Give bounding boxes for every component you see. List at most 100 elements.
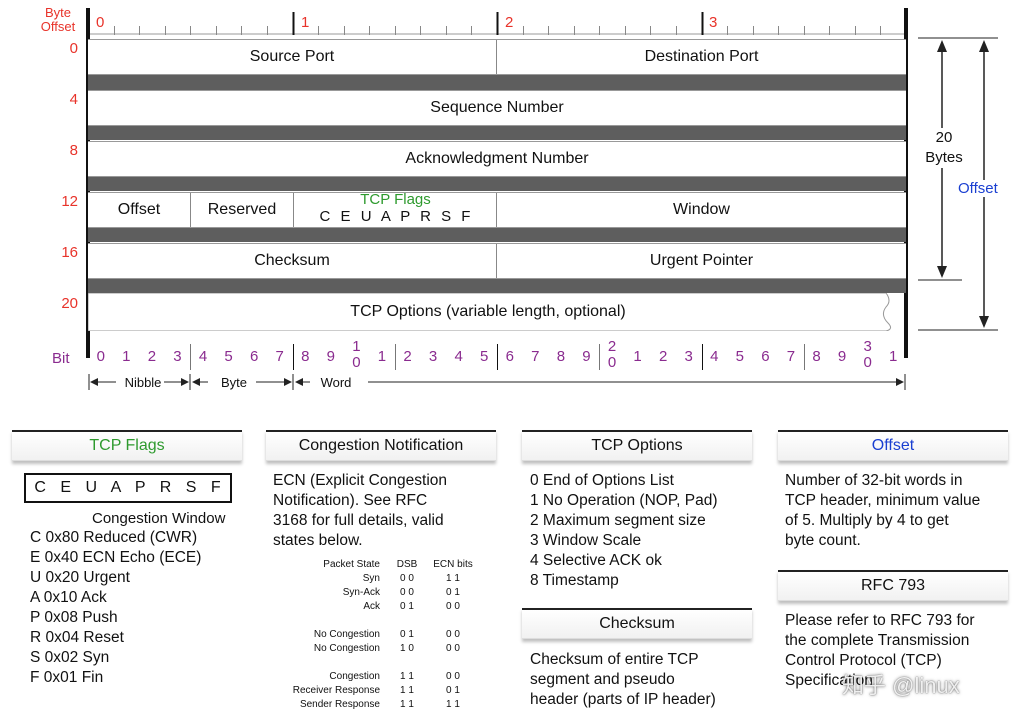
ecn-table-cell: Congestion [329, 671, 380, 682]
row-checksum: Checksum Urgent Pointer [88, 243, 906, 279]
ecn-table-cell: Sender Response [299, 699, 380, 710]
bit-divider [702, 344, 703, 370]
bit-number: 5 [735, 348, 745, 365]
row-offset-0: 0 [69, 40, 78, 57]
flag-cwr: C 0x80 Reduced (CWR) [30, 529, 198, 546]
bit-number: 3 [428, 348, 438, 365]
window-field: Window [673, 201, 730, 218]
checksum-panel-header: Checksum [522, 608, 752, 639]
bit-number: 1 [122, 348, 131, 365]
bit-number: 8 [556, 348, 566, 365]
rfc-panel-header: RFC 793 [778, 570, 1008, 601]
ecn-table-cell: No Congestion [313, 643, 380, 654]
bit-divider [395, 344, 396, 370]
byte-ruler-svg [87, 12, 908, 35]
bit-divider [599, 344, 600, 370]
bit-label: Bit [52, 350, 70, 367]
congestion-line: ECN (Explicit Congestion [273, 472, 448, 489]
offset-line: of 5. Multiply by 4 to get [785, 512, 949, 529]
checksum-field: Checksum [254, 252, 330, 269]
flags-letters-text: C E U A P R S F [34, 479, 222, 496]
row-offset-16: 16 [61, 244, 78, 261]
byte-mark-0: 0 [96, 14, 105, 31]
bytes-number: 20 [935, 129, 953, 146]
word-label: Word [320, 375, 352, 390]
ecn-table-header: Packet State [323, 559, 380, 570]
row-separator [88, 277, 906, 293]
field-divider [190, 193, 191, 227]
bit-divider [293, 344, 294, 370]
bit-number: 6 [249, 348, 259, 365]
ecn-table-header: DSB [396, 559, 418, 570]
row-offset-8: 8 [69, 142, 78, 159]
unit-scale [88, 374, 906, 390]
bit-tens-digit: 2 [607, 338, 617, 355]
byte-mark-1: 1 [301, 14, 310, 31]
bit-number: 9 [837, 348, 847, 365]
twenty-bytes-label: 20 Bytes [924, 128, 964, 168]
row-sequence: Sequence Number [88, 90, 906, 126]
flag-fin: F 0x01 Fin [30, 669, 104, 686]
congestion-window-label: Congestion Window [92, 510, 226, 527]
ecn-table-cell: Syn [362, 573, 380, 584]
bit-number: 1 [377, 348, 387, 365]
acknowledgment-number-field: Acknowledgment Number [405, 150, 589, 167]
destination-port-field: Destination Port [644, 48, 759, 65]
bit-ones-digit: 0 [863, 354, 872, 371]
bit-number: 8 [812, 348, 821, 365]
tcp-flags-panel-header: TCP Flags [12, 430, 242, 461]
congestion-panel-header: Congestion Notification [266, 430, 496, 461]
options-torn-shape [88, 293, 892, 331]
rfc-description: Please refer to RFC 793 for the complete… [785, 611, 975, 691]
byte-unit-label: Byte [220, 375, 247, 390]
offset-annotation: Offset [957, 180, 999, 197]
bit-number: 4 [710, 348, 719, 365]
flags-list: C 0x80 Reduced (CWR) E 0x40 ECN Echo (EC… [30, 528, 201, 688]
rfc-line: Control Protocol (TCP) [785, 652, 942, 669]
byte-ruler [87, 8, 908, 36]
field-divider [496, 40, 497, 74]
rfc-line: Please refer to RFC 793 for [785, 612, 975, 629]
flag-ece: E 0x40 ECN Echo (ECE) [30, 549, 202, 566]
flag-ack: A 0x10 Ack [30, 589, 107, 606]
field-divider [496, 193, 497, 227]
field-divider [496, 244, 497, 278]
byte-mark-3: 3 [709, 14, 718, 31]
bit-number: 1 [633, 348, 642, 365]
row-offset-12: 12 [61, 193, 78, 210]
ecn-table-cell: 0 1 [446, 685, 460, 696]
ecn-table-cell: 1 1 [400, 699, 414, 710]
bit-tens-digit: 3 [863, 338, 872, 355]
checksum-line: Checksum of entire TCP [530, 651, 699, 668]
ecn-table-cell: Syn-Ack [342, 587, 380, 598]
ecn-table-cell: 0 0 [446, 671, 460, 682]
row-separator [88, 226, 906, 242]
bit-number: 6 [505, 348, 514, 365]
ecn-table-cell: Ack [363, 601, 380, 612]
bit-number: 5 [480, 348, 489, 365]
bytes-word: Bytes [925, 149, 963, 166]
byte-offset-label: Byte Offset [38, 6, 78, 34]
ecn-table-header: ECN bits [433, 559, 473, 570]
urgent-pointer-field: Urgent Pointer [649, 252, 754, 269]
checksum-line: segment and pseudo [530, 671, 675, 688]
ecn-table-cell: 0 0 [400, 587, 414, 598]
ecn-table-cell: 0 1 [446, 587, 460, 598]
flag-psh: P 0x08 Push [30, 609, 118, 626]
row-separator [88, 175, 906, 191]
nibble-label: Nibble [124, 375, 162, 390]
offset-line: TCP header, minimum value [785, 492, 981, 509]
congestion-description: ECN (Explicit Congestion Notification). … [273, 471, 447, 551]
option-item: 4 Selective ACK ok [530, 552, 662, 569]
row-source-dest: Source Port Destination Port [88, 39, 906, 75]
bit-number: 5 [224, 348, 233, 365]
flag-syn: S 0x02 Syn [30, 649, 110, 666]
bit-number: 2 [658, 348, 668, 365]
ecn-table-cell: 1 0 [400, 643, 414, 654]
tcp-flags-letters: C E U A P R S F [319, 208, 472, 225]
bit-number: 9 [326, 348, 336, 365]
row-ack: Acknowledgment Number [88, 141, 906, 177]
bit-divider [190, 344, 191, 370]
bit-ones-digit: 0 [352, 354, 361, 371]
